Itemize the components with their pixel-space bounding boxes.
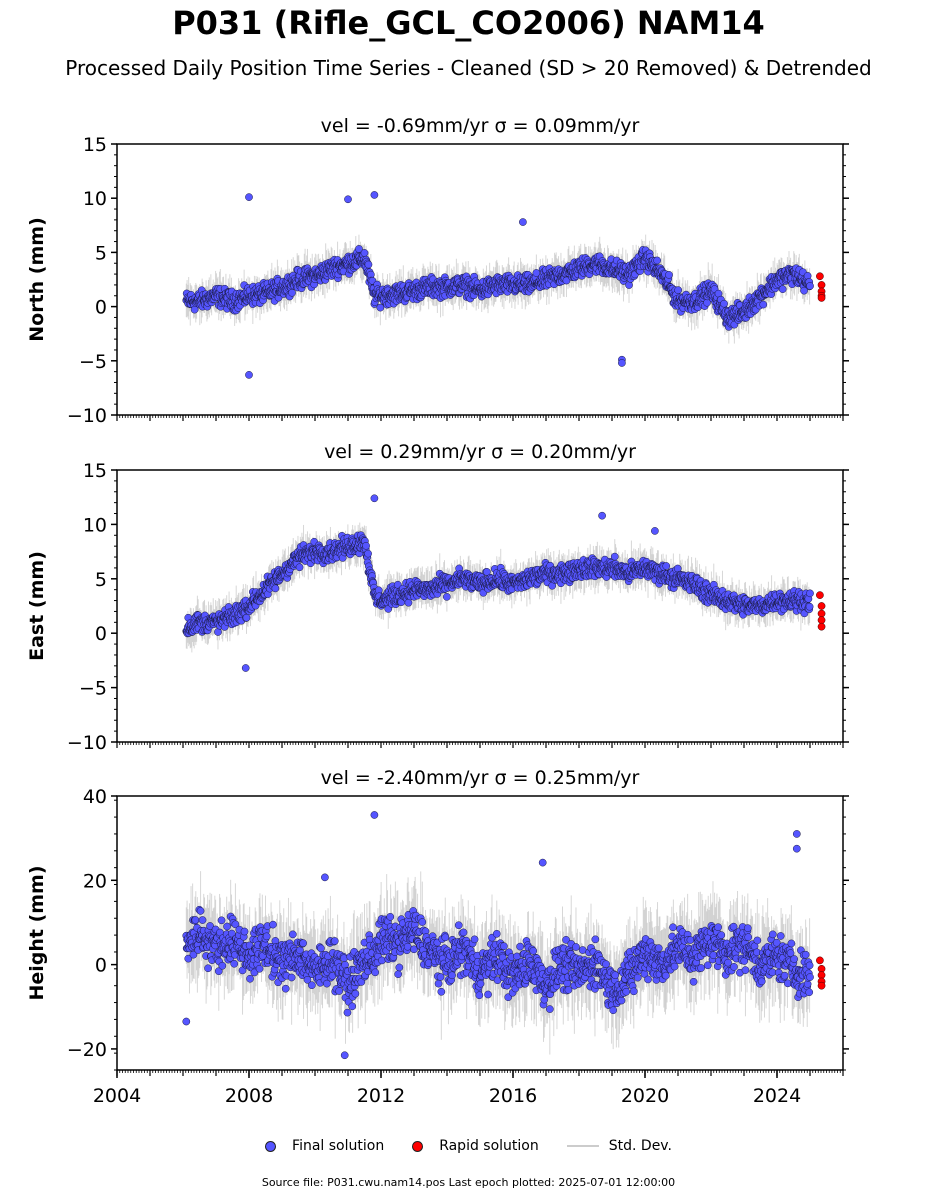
- final-solution-point: [610, 552, 619, 561]
- y-axis-label: North (mm): [26, 217, 48, 342]
- y-tick-label: 5: [95, 242, 107, 264]
- final-solution-point: [364, 260, 373, 269]
- final-solution-point: [370, 191, 379, 199]
- rapid-solution-point: [817, 281, 826, 289]
- rapid-solution-point: [816, 272, 824, 281]
- final-solution-point: [288, 288, 296, 297]
- final-solution-point: [720, 299, 728, 308]
- final-solution-point: [759, 300, 768, 309]
- final-solution-point: [443, 593, 451, 601]
- final-solution-point: [360, 249, 369, 257]
- final-solution-point: [245, 193, 253, 201]
- chart-title: P031 (Rifle_GCL_CO2006) NAM14: [172, 4, 765, 42]
- y-tick-label: −10: [67, 405, 107, 427]
- final-solution-point: [618, 359, 626, 367]
- final-solution-point: [295, 563, 304, 572]
- y-tick-label: −5: [79, 351, 107, 373]
- final-solution-point: [364, 549, 372, 558]
- y-tick-label: 15: [83, 134, 107, 156]
- chart-subtitle: Processed Daily Position Time Series - C…: [65, 56, 872, 80]
- final-solution-point: [665, 271, 673, 279]
- final-solution-point: [519, 218, 527, 226]
- final-solution-point: [662, 562, 671, 570]
- final-solution-point: [355, 245, 363, 253]
- final-solution-point: [344, 195, 352, 204]
- panel-title: vel = -0.69mm/yr σ = 0.09mm/yr: [321, 115, 640, 137]
- final-solution-point: [674, 286, 682, 294]
- y-axis-label: East (mm): [26, 551, 48, 661]
- final-solution-point: [362, 541, 370, 550]
- final-solution-point: [242, 613, 251, 622]
- final-solution-point: [653, 256, 661, 265]
- final-solution-point: [245, 371, 253, 379]
- final-solution-point: [806, 282, 814, 290]
- final-solution-point: [271, 584, 280, 593]
- panel-title: vel = 0.29mm/yr σ = 0.20mm/yr: [324, 441, 636, 463]
- rapid-solution-point: [817, 294, 826, 302]
- final-solution-point: [778, 285, 787, 294]
- y-tick-label: 0: [95, 297, 107, 319]
- final-solution-point: [376, 303, 385, 312]
- y-tick-label: 10: [83, 188, 107, 210]
